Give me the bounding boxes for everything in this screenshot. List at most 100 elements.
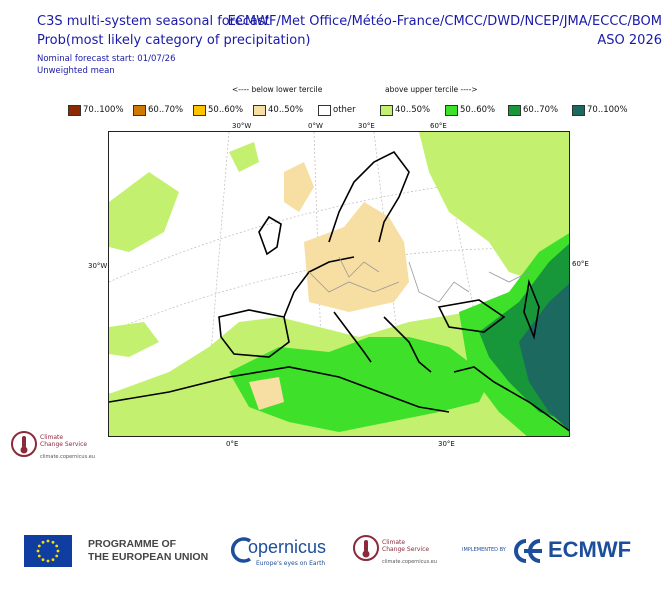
legend-item: other <box>318 104 356 116</box>
copernicus-c-icon <box>230 537 252 563</box>
ecmwf-logo: ECMWF <box>514 537 654 565</box>
lon-label-60e-top: 60°E <box>430 122 447 130</box>
legend-label: 50..60% <box>460 105 496 115</box>
coast-british-isles <box>258 215 282 256</box>
map-subtitle: Prob(most likely category of precipitati… <box>37 33 311 48</box>
lat-label-left: 30°W <box>88 262 108 270</box>
legend-swatch <box>133 104 146 116</box>
legend-below-caption: <---- below lower tercile <box>232 85 323 94</box>
eu-programme-text: PROGRAMME OF THE EUROPEAN UNION <box>88 538 208 564</box>
probability-map <box>108 131 570 437</box>
legend-swatch <box>445 104 458 116</box>
coast-iberia <box>218 309 290 358</box>
c3s-logo-footer: Climate Change Service climate.copernicu… <box>352 534 442 570</box>
legend-item: 40..50% <box>253 104 303 116</box>
legend-item: 70..100% <box>68 104 124 116</box>
eu-star <box>55 554 59 558</box>
programme-line2: THE EUROPEAN UNION <box>88 551 209 563</box>
coastlines <box>109 150 569 432</box>
lon-label-30e-top: 30°E <box>358 122 375 130</box>
ecmwf-emblem-icon <box>514 539 542 563</box>
legend-label: 70..100% <box>587 105 628 115</box>
lon-label-0e-bottom: 0°E <box>226 440 239 448</box>
legend-item: 50..60% <box>193 104 243 116</box>
legend-swatch <box>380 104 393 116</box>
legend-label: 60..70% <box>523 105 559 115</box>
legend-above-caption: above upper tercile ----> <box>385 85 478 94</box>
eu-star <box>37 544 41 548</box>
lat-label-right: 60°E <box>572 260 589 268</box>
thermometer-icon <box>11 431 37 457</box>
implemented-by: IMPLEMENTED BY <box>462 547 506 553</box>
copernicus-tagline: Europe's eyes on Earth <box>256 560 326 567</box>
eu-star <box>46 559 50 563</box>
coast-north-africa <box>109 366 450 413</box>
c3s-small-line2: Change Service <box>40 441 88 448</box>
borders <box>308 256 530 303</box>
eu-flag <box>24 535 72 567</box>
pale-green-patch-ne <box>419 132 569 282</box>
copernicus-wordmark: opernicus <box>248 537 327 557</box>
legend-item: 50..60% <box>445 104 495 116</box>
eu-star <box>46 539 50 543</box>
c3s-footer-line2: Change Service <box>382 546 430 553</box>
c3s-small-url: climate.copernicus.eu <box>40 454 96 460</box>
legend-swatch <box>508 104 521 116</box>
ecmwf-wordmark: ECMWF <box>548 537 632 562</box>
legend-label: other <box>333 105 356 115</box>
season-label: ASO 2026 <box>597 33 662 48</box>
legend-swatch <box>193 104 206 116</box>
coast-italy <box>333 311 372 363</box>
coast-balkans <box>383 316 432 373</box>
eu-star <box>55 544 59 548</box>
lon-label-30w: 30°W <box>232 122 252 130</box>
legend-label: 40..50% <box>268 105 304 115</box>
thermometer-icon <box>353 535 379 561</box>
copernicus-logo: opernicus Europe's eyes on Earth <box>230 532 330 572</box>
pale-yellow-central-europe <box>304 202 409 312</box>
legend-swatch <box>572 104 585 116</box>
lon-label-0w: 0°W <box>308 122 323 130</box>
coast-middle-east <box>453 366 569 432</box>
eu-star <box>37 554 41 558</box>
legend-item: 70..100% <box>572 104 628 116</box>
eu-star <box>51 540 55 544</box>
legend-item: 60..70% <box>133 104 183 116</box>
c3s-footer-line1: Climate <box>382 539 406 546</box>
probability-shading <box>109 132 569 436</box>
forecast-start: Nominal forecast start: 01/07/26 <box>37 54 176 64</box>
lon-label-30e-bottom: 30°E <box>438 440 455 448</box>
legend-label: 60..70% <box>148 105 184 115</box>
teal-arabia <box>519 283 569 431</box>
mean-type: Unweighted mean <box>37 66 115 76</box>
programme-line1: PROGRAMME OF <box>88 538 177 550</box>
pale-green-patch-north <box>229 142 259 172</box>
eu-stars-icon <box>36 539 60 563</box>
legend-label: 50..60% <box>208 105 244 115</box>
eu-star <box>56 549 60 553</box>
eu-star <box>41 540 45 544</box>
c3s-small-line1: Climate <box>40 434 64 441</box>
eu-star <box>36 549 40 553</box>
map-svg <box>109 132 569 436</box>
systems-list: ECMWF/Met Office/Météo-France/CMCC/DWD/N… <box>227 14 662 29</box>
coast-scandinavia <box>328 150 410 243</box>
coast-caspian <box>523 279 540 340</box>
legend-label: 70..100% <box>83 105 124 115</box>
coast-black-sea <box>437 299 506 333</box>
c3s-footer-url: climate.copernicus.eu <box>382 559 438 565</box>
legend-swatch <box>253 104 266 116</box>
pale-yellow-west-africa <box>249 377 284 410</box>
eu-star <box>51 558 55 562</box>
legend-item: 40..50% <box>380 104 430 116</box>
map-title: C3S multi-system seasonal forecast <box>37 14 270 29</box>
c3s-logo-small: Climate Change Service climate.copernicu… <box>10 430 110 464</box>
legend-swatch <box>318 104 331 116</box>
legend-item: 60..70% <box>508 104 558 116</box>
pale-green-patch-nw <box>109 172 179 252</box>
pale-green-patch-atlantic <box>109 322 159 357</box>
legend-label: 40..50% <box>395 105 431 115</box>
pale-yellow-scandinavia <box>284 162 314 212</box>
legend-swatch <box>68 104 81 116</box>
eu-star <box>41 558 45 562</box>
